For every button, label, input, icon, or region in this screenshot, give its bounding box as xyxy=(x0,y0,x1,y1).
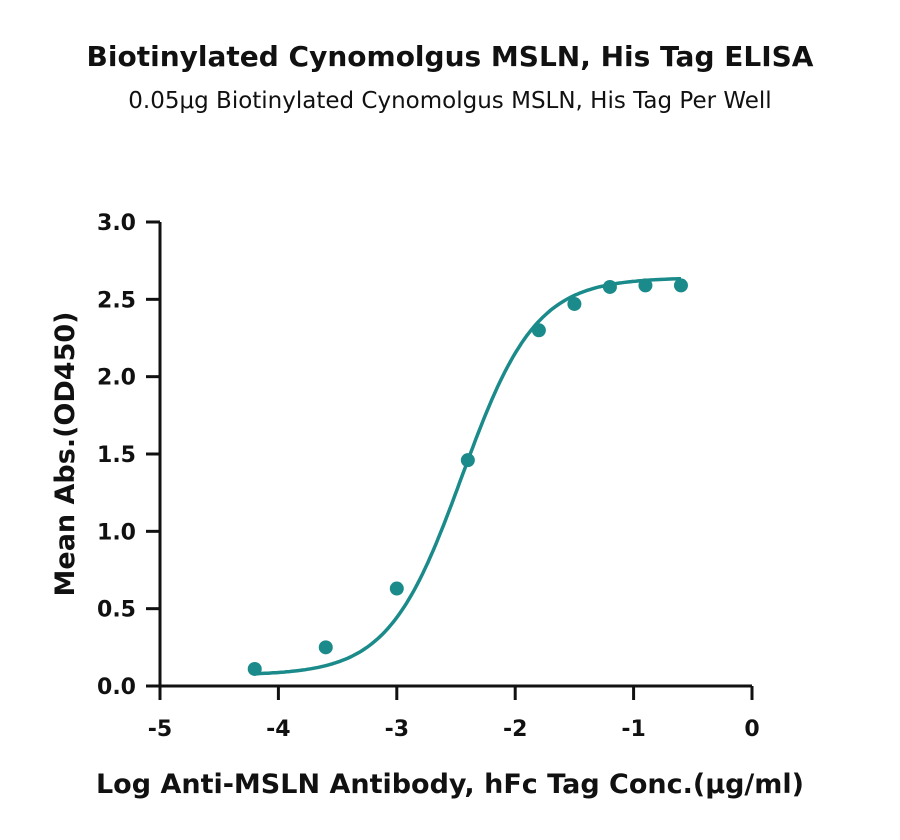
y-axis-title: Mean Abs.(OD450) xyxy=(50,312,81,597)
data-point xyxy=(673,278,688,293)
x-tick-label: -5 xyxy=(148,717,172,742)
y-tick-label: 2.5 xyxy=(97,288,136,313)
y-tick-label: 2.0 xyxy=(97,366,136,391)
x-axis-title: Log Anti-MSLN Antibody, hFc Tag Conc.(μg… xyxy=(96,769,804,800)
data-point xyxy=(460,453,475,468)
fit-curve xyxy=(254,276,682,676)
y-tick-label: 0.5 xyxy=(97,598,136,623)
chart-subtitle: 0.05μg Biotinylated Cynomolgus MSLN, His… xyxy=(128,88,772,114)
x-tick-label: -3 xyxy=(385,717,409,742)
y-tick-label: 0.0 xyxy=(97,675,136,700)
x-tick-label: 0 xyxy=(744,717,759,742)
data-point xyxy=(638,278,653,293)
data-point xyxy=(531,323,546,338)
y-tick-label: 1.5 xyxy=(97,443,136,468)
y-tick-label: 1.0 xyxy=(97,520,136,545)
x-tick-label: -2 xyxy=(503,717,527,742)
x-ticks: -5 -4 -3 -2 -1 0 xyxy=(148,686,760,742)
data-point xyxy=(318,640,333,655)
data-point xyxy=(247,661,262,676)
data-point xyxy=(389,581,404,596)
data-points xyxy=(247,278,688,676)
y-tick-label: 3.0 xyxy=(97,211,136,236)
axes xyxy=(158,222,752,688)
data-point xyxy=(567,296,582,311)
chart-title: Biotinylated Cynomolgus MSLN, His Tag EL… xyxy=(86,40,814,73)
y-ticks: 0.0 0.5 1.0 1.5 2.0 2.5 3.0 xyxy=(97,211,160,700)
data-point xyxy=(602,279,617,294)
x-tick-label: -4 xyxy=(266,717,290,742)
x-tick-label: -1 xyxy=(621,717,645,742)
